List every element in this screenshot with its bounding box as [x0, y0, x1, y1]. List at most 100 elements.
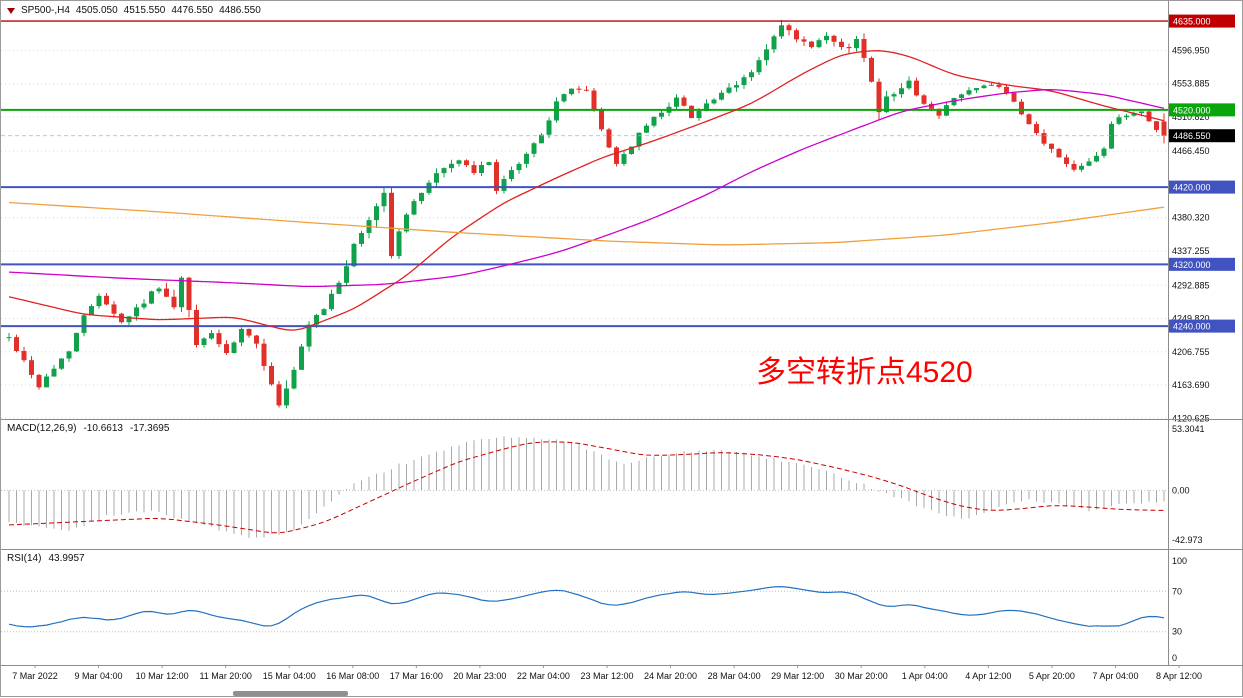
candle-body — [824, 35, 829, 41]
candle-body — [179, 277, 184, 308]
time-axis-label: 5 Apr 20:00 — [1029, 671, 1075, 681]
rsi-panel: 100 70 30 0 — [1, 556, 1187, 663]
candle-body — [411, 201, 417, 215]
price-badge — [1169, 319, 1235, 333]
candle-body — [764, 49, 769, 61]
candle-body — [29, 360, 34, 375]
candle-body — [126, 316, 132, 323]
candle-body — [329, 293, 334, 310]
candle-body — [554, 101, 559, 121]
panel-splitter-rsi[interactable] — [1, 547, 1243, 551]
candle-body — [1116, 117, 1122, 124]
time-axis-label: 7 Mar 2022 — [12, 671, 58, 681]
candle-body — [284, 388, 289, 406]
time-axis-label: 11 Mar 20:00 — [199, 671, 251, 681]
candle-body — [389, 192, 394, 257]
time-axis-label: 30 Mar 20:00 — [835, 671, 888, 681]
candle-body — [974, 88, 979, 91]
candle-body — [1004, 86, 1009, 93]
candle-body — [1131, 113, 1137, 116]
candle-body — [749, 72, 754, 78]
horizontal-scrollbar-thumb[interactable] — [233, 691, 348, 696]
candle-body — [224, 344, 229, 353]
rsi-axis-label: 30 — [1172, 627, 1182, 637]
candle-body — [899, 88, 904, 95]
candle-body — [1161, 121, 1167, 136]
candle-body — [1139, 111, 1144, 114]
annotation-text: 多空转折点4520 — [756, 356, 973, 389]
time-axis-label: 28 Mar 04:00 — [708, 671, 761, 681]
candle-body — [1049, 143, 1054, 149]
macd-histogram — [8, 436, 1165, 538]
candle-body — [681, 97, 687, 106]
candle-body — [209, 333, 214, 339]
symbol-marker-icon — [7, 7, 15, 14]
candle-body — [989, 84, 994, 86]
candle-body — [254, 335, 259, 344]
candle-body — [1071, 163, 1077, 170]
candle-body — [651, 116, 657, 126]
price-axis-label: 4510.820 — [1172, 112, 1210, 122]
candle-body — [336, 282, 342, 294]
candle-body — [404, 214, 409, 232]
candle-body — [741, 77, 747, 86]
time-axis-label: 15 Mar 04:00 — [263, 671, 316, 681]
candle-body — [194, 309, 199, 346]
time-axis-label: 7 Apr 04:00 — [1092, 671, 1138, 681]
candle-body — [306, 324, 312, 347]
moving-averages — [8, 50, 1165, 331]
candle-body — [936, 108, 942, 116]
candle-body — [299, 346, 304, 370]
candle-body — [201, 338, 207, 346]
candle-body — [1094, 155, 1099, 162]
candle-body — [1011, 92, 1017, 102]
candle-body — [156, 288, 162, 292]
candle-body — [786, 25, 792, 31]
price-badge — [1169, 14, 1235, 28]
candle-body — [501, 179, 507, 191]
ohlc-close: 4486.550 — [219, 5, 261, 16]
candle-body — [246, 328, 252, 336]
candle-body — [734, 85, 739, 88]
price-axis-drag-area[interactable] — [1169, 1, 1243, 664]
candle-body — [14, 337, 19, 352]
panel-borders — [1, 1, 1243, 666]
candlesticks — [6, 19, 1167, 409]
candle-body — [464, 160, 469, 166]
macd-axis-label: 53.3041 — [1172, 424, 1205, 434]
candle-body — [861, 38, 867, 58]
time-axis-labels: 7 Mar 2022 9 Mar 04:00 10 Mar 12:00 11 Mar … — [12, 665, 1202, 681]
candle-body — [696, 111, 702, 119]
candle-body — [591, 90, 597, 110]
candle-body — [719, 92, 724, 100]
time-axis-label: 8 Apr 12:00 — [1156, 671, 1202, 681]
time-axis-label: 29 Mar 12:00 — [771, 671, 824, 681]
candle-body — [1109, 123, 1114, 149]
candle-body — [81, 315, 87, 333]
candle-body — [171, 296, 177, 308]
candle-body — [839, 41, 844, 47]
price-axis-label: 4596.950 — [1172, 45, 1210, 55]
candle-body — [59, 358, 64, 369]
candle-body — [816, 40, 822, 48]
candle-body — [396, 231, 402, 257]
candle-body — [239, 328, 244, 343]
candle-body — [1041, 133, 1047, 144]
time-axis-label: 10 Mar 12:00 — [136, 671, 189, 681]
level-lines — [1, 20, 1168, 328]
candle-body — [216, 333, 222, 345]
candle-body — [546, 120, 552, 135]
candle-body — [906, 80, 912, 89]
candle-body — [539, 134, 544, 144]
candle-body — [134, 307, 139, 317]
candle-body — [456, 160, 462, 164]
candle-body — [629, 146, 634, 155]
price-badge-label: 4420.000 — [1173, 183, 1211, 193]
time-axis-label: 1 Apr 04:00 — [902, 671, 948, 681]
price-badge — [1169, 180, 1235, 194]
ohlc-low: 4476.550 — [171, 5, 214, 16]
panel-splitter-macd[interactable] — [1, 417, 1243, 421]
time-axis-drag-area[interactable] — [1, 666, 1243, 686]
